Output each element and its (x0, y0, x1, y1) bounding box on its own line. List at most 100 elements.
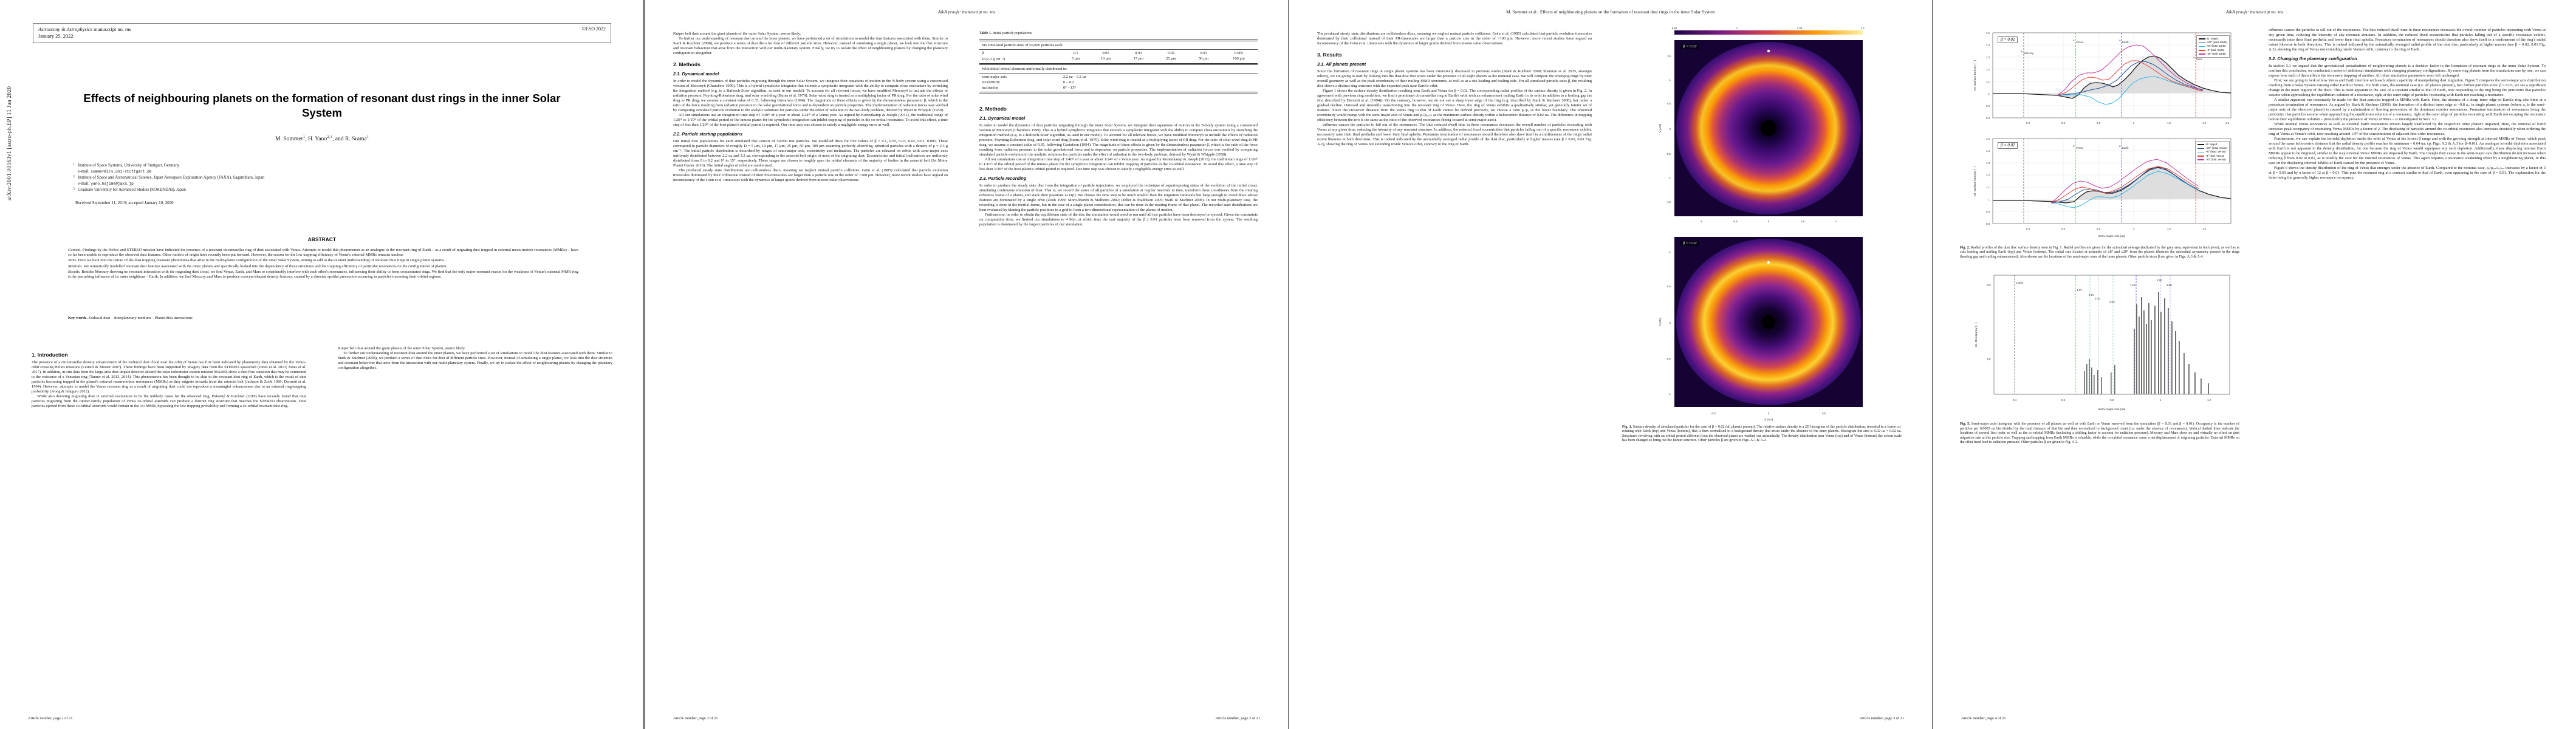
table-section-title: Six simulated particle sizes of 50,000 p… (982, 43, 1064, 47)
svg-text:0.6: 0.6 (2061, 399, 2066, 402)
body-paragraph: influence causes the particles to fall o… (1317, 123, 1592, 147)
affiliation-item: 3 Graduate University for Advanced Studie… (73, 187, 186, 193)
author-list: M. Sommer1, H. Yano2, 3, and R. Srama1 (275, 135, 369, 143)
p4-column-2: influence causes the particles to fall o… (2269, 28, 2546, 180)
table-1-orbital: With initial orbital elements uniformall… (979, 65, 1258, 91)
figure-2-block: a Mercury a Venus a Earth a Mars 1.5 1.4 1.3… (1960, 27, 2239, 445)
fig4-xlabel: Semi-major Axis (ua) (2098, 408, 2126, 411)
svg-text:Earth: Earth (2122, 41, 2129, 44)
abstract-paragraph: Methods. We numerically modelled resonan… (68, 264, 448, 269)
email-address[interactable]: sommer@irs.uni-stuttgart.de (91, 169, 152, 174)
legend-item: az. avged. (2197, 143, 2227, 146)
abstract-paragraph: Aims. Here we look into the nature of th… (68, 258, 445, 263)
arxiv-stamp: arXiv:2001.00563v1 [astro-ph.EP] 11 Jan … (6, 86, 12, 200)
received-accepted-line: Received September 11, 2019; accepted Ja… (75, 200, 174, 205)
svg-text:1.5: 1.5 (1986, 137, 1990, 140)
svg-text:1: 1 (2133, 227, 2135, 230)
legend-item: +8° (lead. Venus) (2197, 150, 2227, 154)
email-address[interactable]: yano.hajime@jaxa.jp (91, 181, 134, 186)
keywords-value: Zodiacal dust – Interplanetary medium – … (88, 316, 193, 320)
column-1-intro: 1. Introduction The presence of a circum… (32, 346, 306, 409)
svg-text:1.3: 1.3 (1986, 56, 1990, 59)
svg-text:-1: -1 (1700, 220, 1702, 223)
body-paragraph: Since the formation of resonant rings in… (1317, 69, 1592, 89)
svg-text:1.4: 1.4 (1986, 149, 1990, 152)
svg-text:10¹: 10¹ (1987, 284, 1992, 287)
svg-text:0: 0 (1768, 412, 1770, 415)
p2-column-1: Kuiper belt dust around the giant planet… (673, 32, 948, 183)
body-paragraph: First, we are going to look at how Venus… (2269, 78, 2546, 98)
beta-label-fig1-bottom: β = 0.02 (1680, 241, 1699, 246)
svg-text:0.5: 0.5 (1667, 285, 1671, 288)
svg-text:a: a (2021, 50, 2023, 53)
table-row: semi-major axis 2.2 ua – 3.2 ua (982, 75, 1086, 80)
svg-text:0.8: 0.8 (1986, 222, 1990, 225)
svg-text:Y (AU): Y (AU) (1659, 317, 1662, 326)
page-4: A&A proofs: manuscript no. ms (1933, 0, 2576, 729)
table-1: Six simulated particle sizes of 50,000 p… (979, 41, 1258, 62)
body-paragraph: Furthermore, in order to obtain the equi… (979, 213, 1258, 227)
table-caption: Table 1. Initial particle populations (979, 32, 1032, 35)
ring-plot-venus-svg: Y (AU) 1 0.5 0 -0.5 -1 -0.5 0 0.5 X (AU) (1659, 237, 1863, 422)
svg-text:0.4: 0.4 (2013, 399, 2017, 402)
page-footer: Article number, page 4 of 21 (1961, 716, 2006, 720)
body-paragraph: Our initial dust populations for each si… (673, 139, 948, 168)
figure-1-block: 0.95 1 1.05 1.1 Y (AU) 1.5 1 0.5 0 -0.5 … (1622, 24, 1902, 443)
beta-label-fig2-top: β = 0.02 (1998, 36, 2018, 43)
svg-text:0.4: 0.4 (2026, 122, 2030, 125)
svg-text:1:1V: 1:1V (2077, 289, 2082, 292)
figure-1-caption: Fig. 1. Surface density of simulated par… (1622, 425, 1902, 443)
svg-text:3:4V: 3:4V (2095, 297, 2100, 300)
page-footer: Article number, page 1 of 21 (28, 716, 73, 720)
svg-text:0.4: 0.4 (2026, 227, 2030, 230)
svg-text:Venus: Venus (2076, 146, 2084, 149)
ring-plot-earth-svg: 0.95 1 1.05 1.1 Y (AU) 1.5 1 0.5 0 -0.5 … (1659, 27, 1865, 223)
svg-text:0: 0 (1670, 128, 1671, 131)
ring-plot-earth: 0.95 1 1.05 1.1 Y (AU) 1.5 1 0.5 0 -0.5 … (1622, 24, 1902, 225)
fig2-ylabel-top: rel. Surface Density ( - ) (1973, 60, 1977, 91)
svg-text:Mars: Mars (2196, 58, 2203, 61)
svg-text:a: a (2073, 145, 2075, 148)
keywords-line: Key words. Zodiacal dust – Interplanetar… (68, 316, 578, 320)
histogram-fig4: 1:1Me 1:1V 4:5V 3:4V 2:3V 1:1E 4:5E 3:4E… (1960, 268, 2239, 420)
svg-text:1.2: 1.2 (1986, 174, 1990, 177)
running-head: M. Sommer et al.: Effects of neighbourin… (1506, 10, 1715, 15)
svg-text:1.1: 1.1 (1861, 27, 1865, 30)
section-heading-methods: 2. Methods (673, 61, 701, 68)
svg-text:1.2: 1.2 (2167, 122, 2171, 125)
svg-text:0.5: 0.5 (1801, 220, 1805, 223)
svg-text:0: 0 (1670, 321, 1671, 324)
svg-text:1.2: 1.2 (2207, 399, 2211, 402)
body-paragraph: The produced steady state distributions … (1317, 32, 1592, 46)
svg-text:0.5: 0.5 (1822, 412, 1826, 415)
table-section-title: With initial orbital elements uniformall… (982, 67, 1067, 72)
page-footer: Article number, page 3 of 21 (1859, 716, 1904, 720)
svg-text:Earth: Earth (2122, 146, 2129, 149)
legend-item: -20° (trail. Earth) (2199, 52, 2227, 56)
table-row: D (2.3 g cm⁻³) 5 μm 10 μm 17 μm 25 μm 50… (982, 56, 1245, 61)
page-footer: Article number, page 2 of 21 (673, 716, 718, 720)
table-row: eccentricity 0 – 0.2 (982, 80, 1074, 85)
body-paragraph: To further our understanding of resonant… (338, 351, 612, 371)
abstract-body: Context. Findings by the Helios and STER… (68, 248, 578, 280)
body-paragraph: Figure 6 shows the density distribution … (2269, 166, 2546, 180)
svg-text:1:1Me: 1:1Me (2016, 281, 2024, 284)
affiliation-list: 1 Institute of Space Systems, University … (68, 163, 578, 193)
ring-plot-venus: Y (AU) 1 0.5 0 -0.5 -1 -0.5 0 0.5 X (AU)… (1622, 227, 1902, 422)
p2-column-2-body: 2. Methods 2.1. Dynamical model In order… (979, 106, 1258, 227)
section-heading-results: 3. Results (1317, 52, 1342, 58)
legend-swatch-red (2197, 156, 2205, 157)
histogram-fig4-svg: 1:1Me 1:1V 4:5V 3:4V 2:3V 1:1E 4:5E 3:4E… (1975, 275, 2230, 411)
svg-text:0.5: 0.5 (1667, 102, 1671, 105)
svg-text:1: 1 (1736, 27, 1738, 30)
p3-column-1: The produced steady state distributions … (1317, 32, 1592, 147)
table-1-block: Table 1. Initial particle populations Si… (979, 32, 1258, 227)
svg-text:a: a (2073, 39, 2075, 42)
page-2: A&A proofs: manuscript no. ms Kuiper bel… (645, 0, 1288, 729)
section-heading-introduction: 1. Introduction (32, 352, 68, 358)
manuscript-line: Astronomy & Astrophysics manuscript no. … (38, 27, 131, 32)
subsection-heading-config: 3.2. Changing the planetary configuratio… (2269, 56, 2357, 62)
svg-text:3:4E: 3:4E (2167, 284, 2172, 287)
